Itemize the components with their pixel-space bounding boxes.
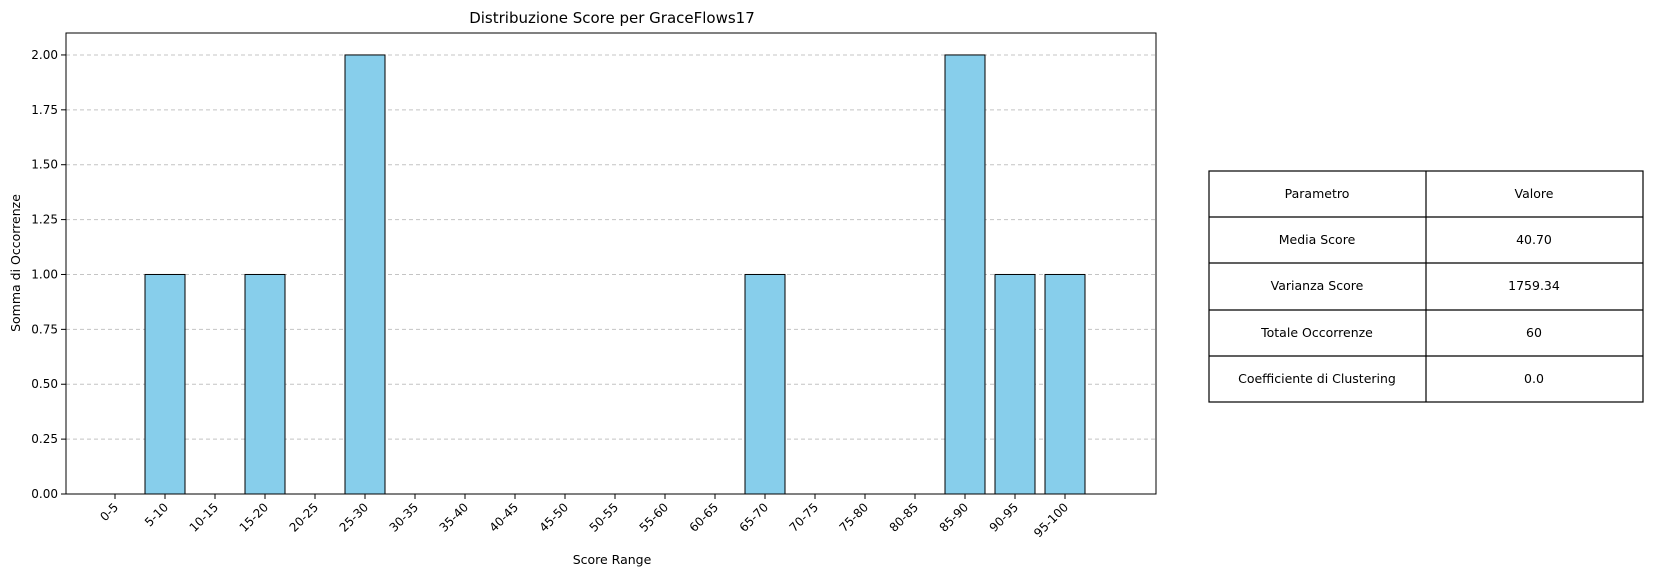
- x-tick-label: 5-10: [142, 500, 171, 529]
- bars: [144, 54, 1086, 495]
- y-tick-label: 0.25: [31, 432, 58, 446]
- x-axis-ticks: 0-5 5-10 10-15 15-20 20-25 25-30 30-35 35-40 40-…: [97, 494, 1071, 540]
- x-tick-label: 60-65: [687, 500, 722, 535]
- y-tick-label: 0.75: [31, 322, 58, 336]
- x-tick-label: 45-50: [537, 500, 572, 535]
- x-tick-label: 65-70: [737, 500, 772, 535]
- stats-row-value: 0.0: [1524, 371, 1544, 386]
- bar: [144, 273, 186, 495]
- y-tick-label: 0.00: [31, 487, 58, 501]
- x-tick-label: 10-15: [187, 500, 222, 535]
- stats-row-value: 40.70: [1516, 232, 1552, 247]
- y-tick-label: 1.00: [31, 267, 58, 281]
- x-tick-label: 50-55: [587, 500, 622, 535]
- stats-row-value: 1759.34: [1508, 278, 1560, 293]
- bar: [744, 273, 786, 495]
- x-tick-label: 80-85: [887, 500, 922, 535]
- x-tick-label: 15-20: [237, 500, 272, 535]
- y-tick-label: 0.50: [31, 377, 58, 391]
- chart-title: Distribuzione Score per GraceFlows17: [469, 9, 755, 27]
- bar: [1044, 273, 1086, 495]
- x-axis-label: Score Range: [573, 552, 652, 567]
- x-tick-label: 85-90: [937, 500, 972, 535]
- x-tick-label: 25-30: [337, 500, 372, 535]
- stats-row-param: Coefficiente di Clustering: [1238, 371, 1396, 386]
- bar: [994, 273, 1036, 495]
- x-tick-label: 35-40: [437, 500, 472, 535]
- x-tick-label: 75-80: [837, 500, 872, 535]
- stats-row-param: Media Score: [1279, 232, 1356, 247]
- x-tick-label: 95-100: [1031, 500, 1071, 540]
- bar: [944, 54, 986, 495]
- y-tick-label: 1.25: [31, 213, 58, 227]
- stats-row-value: 60: [1526, 325, 1542, 340]
- x-tick-label: 55-60: [637, 500, 672, 535]
- stats-header-value: Valore: [1515, 186, 1554, 201]
- x-tick-label: 0-5: [97, 500, 121, 524]
- stats-row-param: Totale Occorrenze: [1260, 325, 1373, 340]
- x-tick-label: 30-35: [387, 500, 422, 535]
- y-tick-label: 2.00: [31, 48, 58, 62]
- y-tick-label: 1.75: [31, 103, 58, 117]
- bar: [344, 54, 386, 495]
- x-tick-label: 90-95: [987, 500, 1022, 535]
- stats-header-param: Parametro: [1285, 186, 1350, 201]
- y-tick-label: 1.50: [31, 158, 58, 172]
- x-tick-label: 40-45: [487, 500, 522, 535]
- grid-lines: [66, 54, 1156, 495]
- x-tick-label: 70-75: [787, 500, 822, 535]
- y-axis-label: Somma di Occorrenze: [8, 194, 23, 332]
- stats-row-param: Varianza Score: [1271, 278, 1364, 293]
- x-tick-label: 20-25: [287, 500, 322, 535]
- plot-frame: [65, 32, 1157, 495]
- stats-table: Parametro Valore Media Score 40.70 Varia…: [1208, 170, 1644, 403]
- bar: [244, 273, 286, 495]
- y-axis-ticks: 0.00 0.25 0.50 0.75 1.00 1.25 1.50 1.75 2.00: [31, 48, 66, 501]
